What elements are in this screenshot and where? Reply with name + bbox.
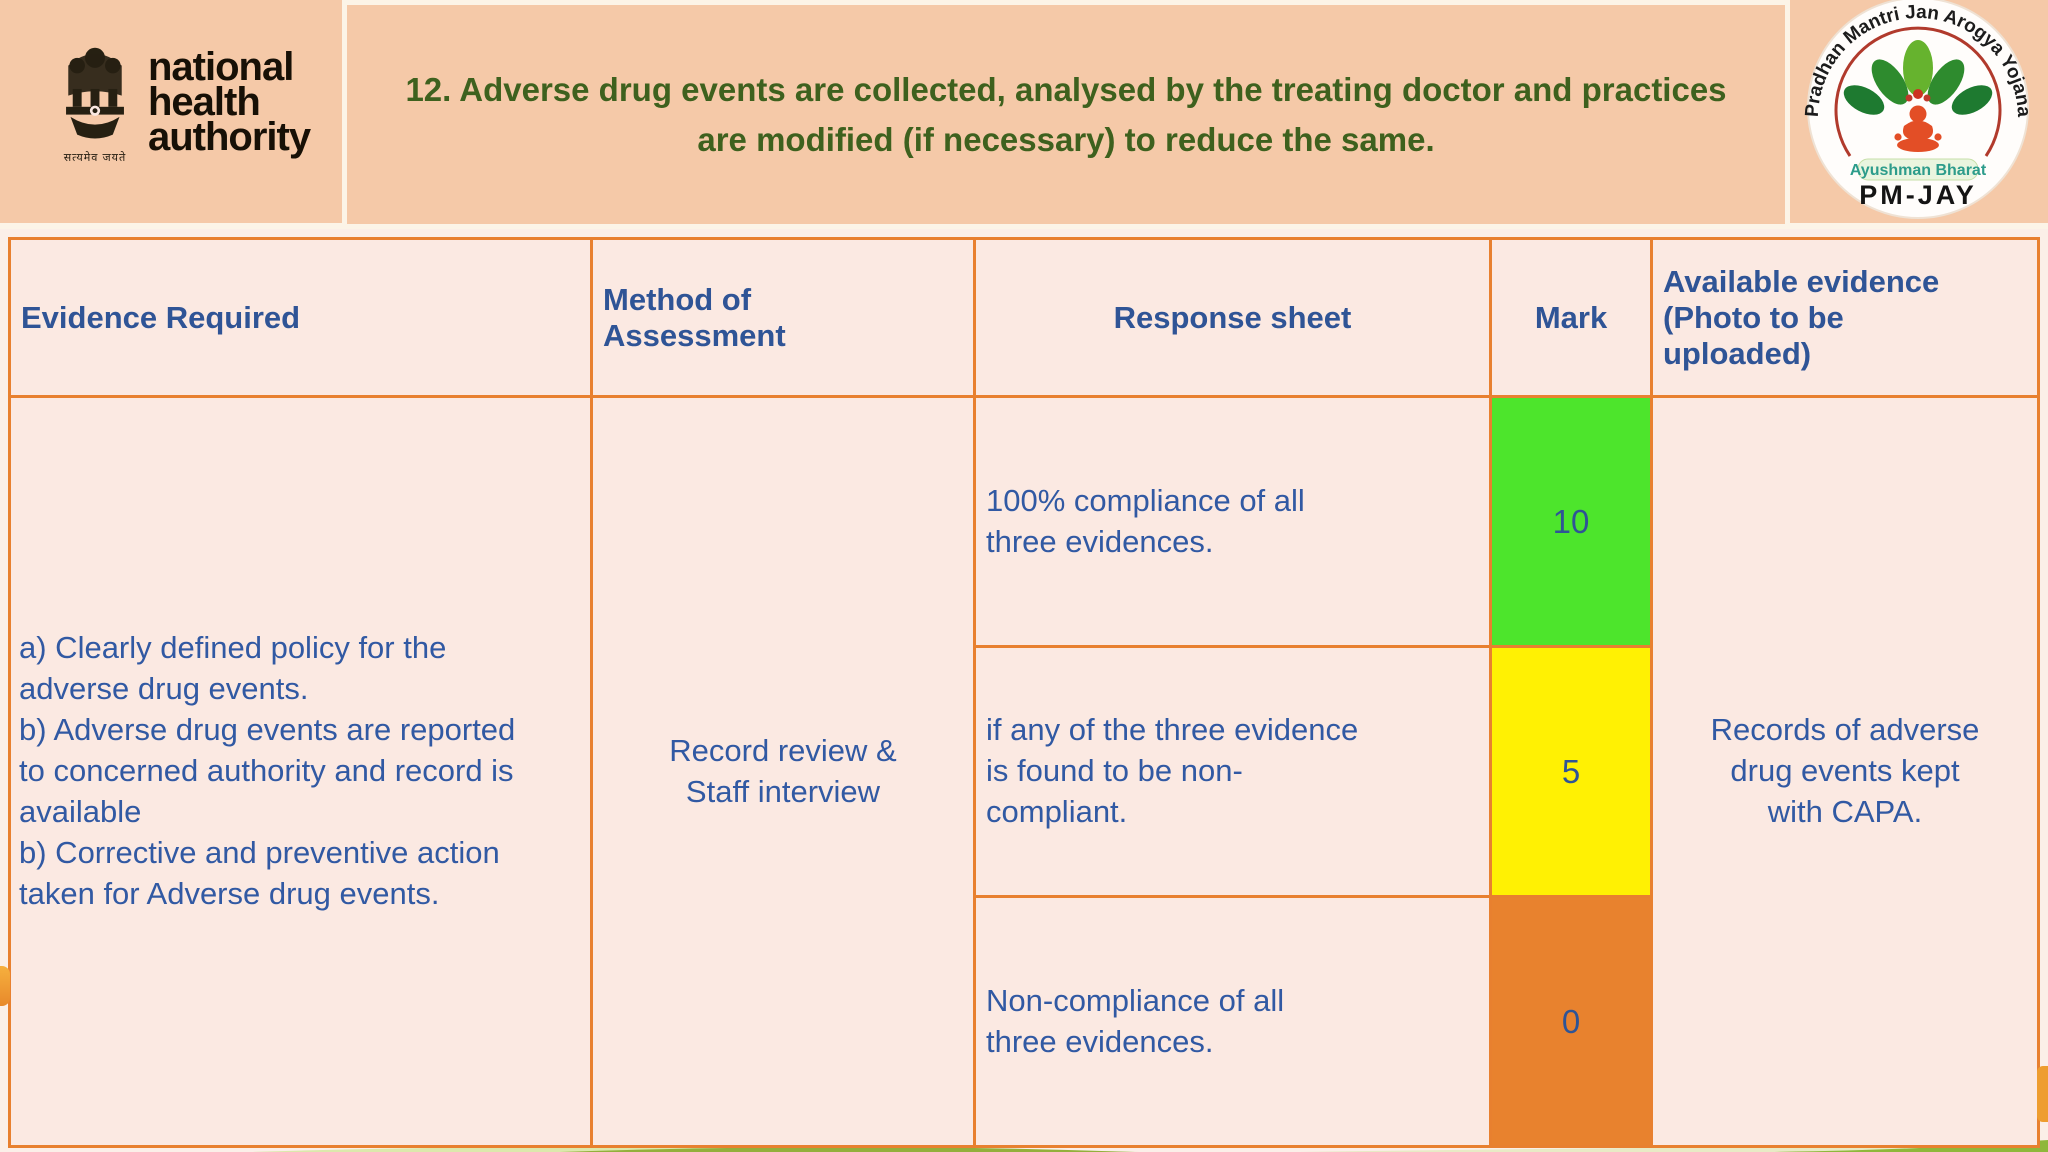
response-cell-full-compliance: 100% compliance of all three evidences.	[973, 395, 1492, 648]
mark-cell-0: 0	[1489, 895, 1653, 1148]
col-header-mark: Mark	[1489, 237, 1653, 398]
col-header-available-evidence: Available evidence (Photo to be uploaded…	[1650, 237, 2040, 398]
col-header-evidence-required: Evidence Required	[8, 237, 593, 398]
available-evidence-cell: Records of adverse drug events kept with…	[1650, 395, 2040, 1148]
response-cell-partial-compliance: if any of the three evidence is found to…	[973, 645, 1492, 898]
evidence-required-cell: a) Clearly defined policy for the advers…	[8, 395, 593, 1148]
nha-motto: सत्यमेव जयते	[63, 152, 127, 164]
lotus-icon	[1843, 40, 1993, 152]
col-header-method-of-assessment: Method of Assessment	[590, 237, 976, 398]
nha-logo-text: national health authority	[148, 44, 311, 160]
ashoka-emblem-icon: सत्यमेव जयते	[56, 40, 134, 165]
nha-word-national: national	[148, 44, 294, 89]
mark-cell-5: 5	[1489, 645, 1653, 898]
page-title: 12. Adverse drug events are collected, a…	[405, 71, 1727, 158]
col-header-response-sheet: Response sheet	[973, 237, 1492, 398]
assessment-table: Evidence Required Method of Assessment R…	[8, 237, 2040, 1148]
pmjay-logo: Pradhan Mantri Jan Arogya Yojana Ayushma…	[1798, 0, 2038, 231]
nha-word-health: health	[148, 79, 261, 124]
table-header-row: Evidence Required Method of Assessment R…	[8, 237, 2040, 398]
table-row-full-compliance: a) Clearly defined policy for the advers…	[8, 395, 2040, 1148]
response-cell-non-compliance: Non-compliance of all three evidences.	[973, 895, 1492, 1148]
mark-cell-10: 10	[1489, 395, 1653, 648]
method-of-assessment-cell: Record review & Staff interview	[590, 395, 976, 1148]
right-edge-tab-decoration	[2037, 1066, 2048, 1122]
table-row-partial-compliance: if any of the three evidence is found to…	[10, 645, 2039, 898]
table-row-non-compliance: Non-compliance of all three evidences. 0	[10, 895, 2039, 1148]
nha-word-authority: authority	[148, 115, 311, 160]
title-box: 12. Adverse drug events are collected, a…	[342, 0, 1790, 229]
ayushman-bharat-label: Ayushman Bharat	[1850, 162, 1987, 179]
left-edge-tab-decoration	[0, 966, 10, 1006]
nha-logo: सत्यमेव जयते national health authority	[56, 40, 311, 165]
pmjay-label: PM-JAY	[1859, 180, 1977, 210]
